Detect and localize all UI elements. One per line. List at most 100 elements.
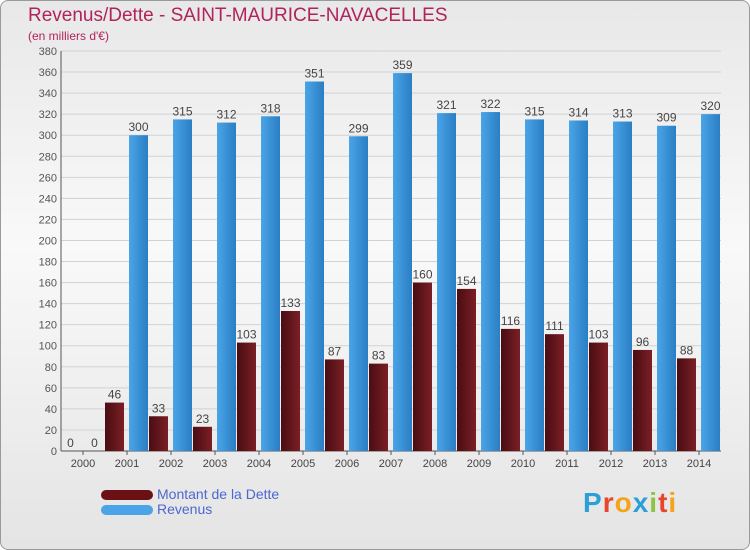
bar-revenue	[217, 122, 236, 451]
bar-debt	[633, 349, 652, 451]
bar-revenue	[261, 116, 280, 452]
logo-letter: P	[583, 487, 603, 518]
x-tick-label: 2012	[599, 458, 623, 470]
bar-debt	[501, 328, 520, 451]
x-tick-label: 2001	[115, 458, 139, 470]
debt-value-label: 116	[501, 314, 520, 328]
bar-debt	[237, 342, 256, 451]
debt-value-label: 111	[545, 319, 564, 333]
y-tick-label: 180	[39, 257, 57, 269]
x-tick-label: 2000	[71, 458, 95, 470]
debt-value-label: 83	[372, 349, 386, 363]
bar-debt	[149, 416, 168, 451]
revenue-value-label: 0	[91, 436, 98, 450]
debt-value-label: 103	[588, 328, 608, 342]
bar-debt	[677, 358, 696, 451]
y-tick-label: 80	[45, 362, 57, 374]
bar-debt	[589, 342, 608, 451]
debt-value-label: 88	[680, 343, 694, 357]
proxiti-logo: Proxiti	[583, 487, 677, 519]
bar-debt	[325, 359, 344, 451]
bar-revenue	[305, 81, 324, 452]
bar-debt	[193, 426, 212, 451]
x-tick-label: 2007	[379, 458, 403, 470]
logo-letter: o	[614, 487, 633, 518]
debt-value-label: 87	[328, 344, 342, 358]
debt-value-label: 33	[152, 401, 166, 415]
x-tick-label: 2014	[687, 458, 711, 470]
revenue-value-label: 322	[480, 97, 500, 111]
revenue-value-label: 321	[436, 98, 456, 112]
debt-value-label: 96	[636, 335, 650, 349]
bar-debt	[369, 363, 388, 451]
y-tick-label: 300	[39, 130, 57, 142]
y-tick-label: 220	[39, 214, 57, 226]
bar-revenue	[173, 119, 192, 451]
y-tick-label: 160	[39, 278, 57, 290]
bar-debt	[545, 334, 564, 451]
x-tick-label: 2006	[335, 458, 359, 470]
x-tick-label: 2010	[511, 458, 535, 470]
y-tick-label: 60	[45, 383, 57, 395]
bar-revenue	[129, 135, 148, 452]
x-tick-label: 2009	[467, 458, 491, 470]
revenue-value-label: 359	[392, 58, 412, 72]
y-tick-label: 120	[39, 320, 57, 332]
bar-revenue	[437, 113, 456, 452]
chart-subtitle: (en milliers d'€)	[28, 29, 109, 43]
revenue-value-label: 300	[128, 120, 148, 134]
revenue-value-label: 315	[524, 104, 544, 118]
debt-value-label: 103	[236, 328, 256, 342]
bar-debt	[105, 402, 124, 451]
revenue-value-label: 351	[304, 67, 324, 81]
legend-label-revenue: Revenus	[157, 501, 213, 517]
x-tick-label: 2004	[247, 458, 271, 470]
revenue-value-label: 318	[260, 101, 280, 115]
y-tick-label: 200	[39, 235, 57, 247]
bar-revenue	[701, 114, 720, 451]
debt-value-label: 133	[280, 296, 300, 310]
debt-value-label: 46	[108, 388, 122, 402]
y-tick-label: 100	[39, 341, 57, 353]
bar-debt	[281, 311, 300, 451]
debt-value-label: 160	[412, 268, 432, 282]
revenue-value-label: 320	[700, 99, 720, 113]
y-tick-label: 240	[39, 193, 57, 205]
revenue-value-label: 315	[172, 104, 192, 118]
y-tick-label: 280	[39, 151, 57, 163]
logo-letter: i	[668, 487, 678, 518]
y-tick-label: 360	[39, 67, 57, 79]
x-tick-label: 2005	[291, 458, 315, 470]
bar-debt	[413, 282, 432, 451]
bar-revenue	[525, 119, 544, 451]
x-tick-label: 2008	[423, 458, 447, 470]
logo-letter: i	[649, 487, 659, 518]
revenue-value-label: 299	[348, 121, 368, 135]
y-tick-label: 320	[39, 109, 57, 121]
logo-letter: x	[632, 487, 650, 518]
y-tick-label: 40	[45, 404, 57, 416]
bar-revenue	[349, 136, 368, 451]
y-tick-label: 20	[45, 425, 57, 437]
chart-title: Revenus/Dette - SAINT-MAURICE-NAVACELLES	[28, 5, 448, 26]
bar-revenue	[613, 121, 632, 452]
x-tick-label: 2011	[555, 458, 579, 470]
bar-revenue	[657, 125, 676, 451]
debt-value-label: 23	[196, 412, 210, 426]
debt-value-label: 0	[67, 436, 74, 450]
logo-letter: r	[602, 487, 615, 518]
revenue-value-label: 309	[656, 111, 676, 125]
y-tick-label: 380	[39, 46, 57, 58]
y-tick-label: 340	[39, 88, 57, 100]
bar-revenue	[569, 120, 588, 451]
revenue-value-label: 312	[216, 108, 236, 122]
legend-swatch-revenue	[101, 505, 153, 515]
revenue-value-label: 313	[612, 107, 632, 121]
legend-swatch-debt	[101, 490, 153, 500]
y-tick-label: 0	[51, 446, 57, 458]
debt-value-label: 154	[456, 274, 476, 288]
revenue-value-label: 314	[568, 105, 588, 119]
x-tick-label: 2002	[159, 458, 183, 470]
bar-revenue	[393, 73, 412, 452]
